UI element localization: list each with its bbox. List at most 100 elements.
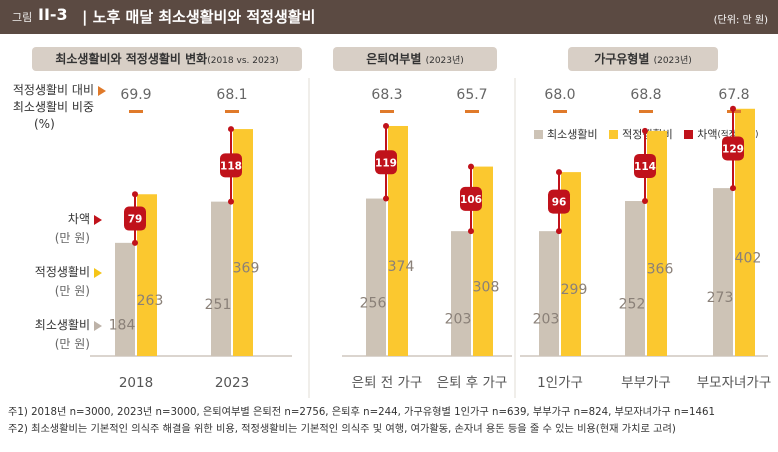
label-adequate: 263: [137, 293, 164, 309]
bar-minimum: [625, 201, 645, 356]
bar-adequate: [137, 194, 157, 356]
panel-title-change: 최소생활비와 적정생활비 변화(2018 vs. 2023): [32, 47, 302, 71]
label-minimum: 184: [109, 317, 136, 333]
gap-dot-top: [132, 191, 138, 198]
bar-adequate: [735, 108, 755, 357]
ratio-label: 68.8: [630, 87, 661, 103]
panel-subtitle: (2023년): [425, 56, 464, 66]
gap-label: 79: [128, 214, 143, 226]
figure-label: 그림: [12, 11, 33, 24]
red-triangle-icon: [94, 214, 102, 225]
gap-label-unit: (만 원): [54, 231, 90, 245]
label-minimum: 252: [619, 297, 646, 313]
bar-minimum: [451, 231, 471, 356]
panel-title-household: 가구유형별 (2023년): [568, 47, 718, 71]
gap-label: 119: [375, 157, 397, 169]
panel-subtitle: (2023년): [653, 56, 692, 66]
bar-minimum: [713, 188, 733, 356]
gap-dot-top: [730, 105, 736, 112]
minimum-row-label: 최소생활비 (만 원): [0, 316, 102, 354]
gap-dot-top: [383, 122, 389, 129]
gap-badge: [220, 153, 242, 178]
gray-triangle-icon: [94, 320, 102, 331]
gap-dot-bottom: [383, 195, 389, 202]
ratio-label: 68.1: [216, 87, 247, 103]
adequate-label: 적정생활비: [34, 265, 90, 279]
panel-subtitle: (2018 vs. 2023): [207, 56, 279, 66]
bar-minimum: [539, 231, 559, 356]
panel-title-text: 은퇴여부별: [366, 52, 422, 66]
label-minimum: 203: [445, 312, 472, 328]
gap-dot-top: [556, 169, 562, 176]
yellow-triangle-icon: [94, 267, 102, 278]
orange-triangle-icon: [98, 85, 106, 96]
bar-minimum: [366, 198, 386, 356]
label-minimum: 203: [533, 312, 560, 328]
category-label: 은퇴 전 가구: [352, 375, 423, 391]
ratio-label-line2: 최소생활비 비중: [12, 100, 94, 114]
gap-label: 106: [460, 194, 482, 206]
bar-adequate: [233, 129, 253, 356]
adequate-label-unit: (만 원): [54, 284, 90, 298]
category-label: 부부가구: [621, 375, 671, 391]
ratio-row-label: 적정생활비 대비 최소생활비 비중 (%): [0, 82, 106, 133]
ratio-dash: [380, 110, 394, 113]
ratio-dash: [465, 110, 479, 113]
bar-adequate: [388, 125, 408, 357]
legend-minimum: 최소생활비: [534, 126, 598, 142]
figure-number: II-3: [38, 5, 68, 24]
label-adequate: 299: [561, 282, 588, 298]
gap-badge: [722, 136, 744, 161]
bar-adequate: [561, 172, 581, 356]
bar-adequate: [647, 130, 667, 356]
ratio-dash: [225, 110, 239, 113]
page-title: | 노후 매달 최소생활비와 적정생활비: [82, 8, 316, 26]
minimum-label: 최소생활비: [34, 318, 90, 332]
footnote-1: 주1) 2018년 n=3000, 2023년 n=3000, 은퇴여부별 은퇴…: [8, 407, 715, 418]
gap-dot-top: [642, 127, 648, 134]
title-bar: 그림 II-3 | 노후 매달 최소생활비와 적정생활비 (단위: 만 원): [0, 0, 778, 34]
gap-badge: [548, 189, 570, 214]
ratio-label: 68.3: [371, 87, 402, 103]
label-minimum: 273: [707, 290, 734, 306]
ratio-dash: [553, 110, 567, 113]
gap-dot-bottom: [132, 239, 138, 246]
gap-badge: [634, 153, 656, 178]
gap-dot-bottom: [642, 198, 648, 205]
category-label: 부모자녀가구: [697, 375, 772, 391]
category-label: 1인가구: [537, 375, 583, 391]
minimum-label-unit: (만 원): [54, 337, 90, 351]
gap-dot-top: [468, 163, 474, 170]
gap-badge: [375, 150, 397, 175]
gap-label: 차액: [67, 212, 90, 226]
label-adequate: 308: [473, 279, 500, 295]
panel-title-text: 가구유형별: [594, 52, 650, 66]
legend-swatch-adequate: [609, 129, 619, 139]
gap-label: 118: [220, 160, 242, 172]
category-label: 2023: [215, 375, 249, 391]
category-label: 2018: [119, 375, 153, 391]
label-minimum: 251: [205, 297, 232, 313]
ratio-label-line1: 적정생활비 대비: [12, 83, 94, 97]
gap-dot-top: [228, 126, 234, 133]
label-adequate: 374: [388, 259, 415, 275]
ratio-label-unit: (%): [34, 117, 55, 131]
adequate-row-label: 적정생활비 (만 원): [0, 263, 102, 301]
label-adequate: 369: [233, 261, 260, 277]
gap-label: 114: [634, 161, 656, 173]
ratio-label: 67.8: [718, 87, 749, 103]
gap-label: 96: [552, 197, 567, 209]
legend-swatch-minimum: [534, 129, 543, 139]
legend-swatch-gap: [684, 129, 694, 139]
category-label: 은퇴 후 가구: [437, 375, 508, 391]
label-adequate: 366: [647, 261, 674, 277]
ratio-label: 69.9: [120, 87, 151, 103]
gap-dot-bottom: [730, 185, 736, 192]
label-minimum: 256: [360, 295, 387, 311]
footnote-2: 주2) 최소생활비는 기본적인 의식주 해결을 위한 비용, 적정생활비는 기본…: [8, 424, 676, 435]
bar-minimum: [115, 242, 135, 356]
ratio-label: 65.7: [456, 87, 487, 103]
gap-dot-bottom: [556, 228, 562, 235]
gap-dot-bottom: [468, 228, 474, 235]
